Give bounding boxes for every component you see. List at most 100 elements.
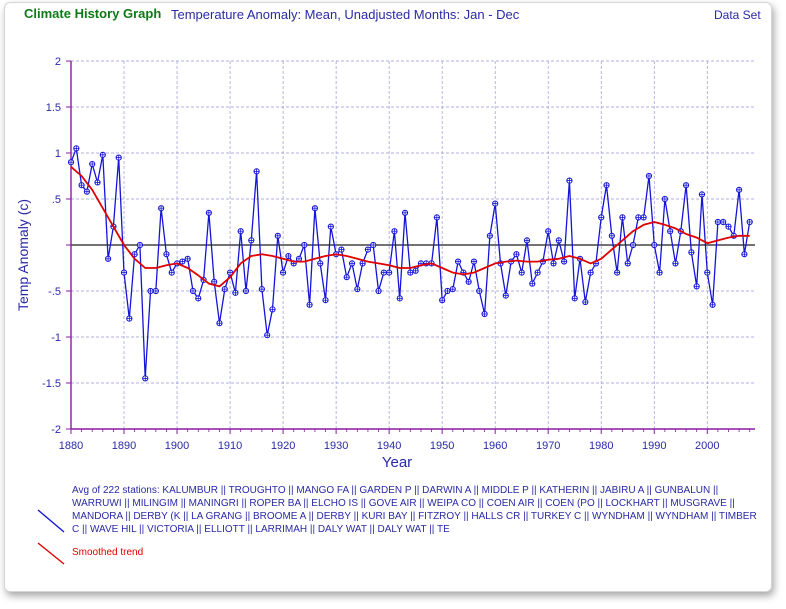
legend-box: Avg of 222 stations: KALUMBUR || TROUGHT… bbox=[16, 480, 770, 580]
legend-swatch-stations bbox=[37, 509, 65, 533]
x-tick-label: 1900 bbox=[165, 440, 189, 452]
x-tick-label: 1940 bbox=[377, 440, 401, 452]
data-point bbox=[449, 286, 456, 293]
data-point bbox=[688, 249, 695, 256]
data-point bbox=[545, 228, 552, 235]
data-point bbox=[264, 332, 271, 339]
data-point bbox=[433, 214, 440, 221]
data-point bbox=[370, 241, 377, 249]
grid-lines bbox=[71, 60, 755, 430]
data-point bbox=[354, 286, 361, 293]
data-point bbox=[295, 255, 303, 262]
data-point bbox=[709, 301, 716, 308]
x-tick-label: 1970 bbox=[536, 440, 560, 452]
data-point bbox=[693, 283, 700, 290]
data-point bbox=[168, 269, 175, 276]
y-tick-label: 2 bbox=[55, 56, 61, 68]
data-point bbox=[158, 205, 165, 212]
data-point bbox=[407, 269, 414, 276]
data-point bbox=[73, 145, 80, 152]
x-tick-label: 1960 bbox=[483, 440, 507, 452]
data-point bbox=[338, 246, 345, 253]
data-point bbox=[624, 260, 631, 267]
data-point bbox=[189, 287, 197, 295]
data-point bbox=[529, 280, 536, 287]
data-point bbox=[391, 228, 398, 235]
data-point bbox=[274, 232, 281, 239]
data-point bbox=[242, 287, 250, 295]
data-point bbox=[566, 177, 573, 184]
y-tick-label: -1.5 bbox=[42, 378, 61, 390]
x-axis-label: Year bbox=[382, 454, 412, 471]
data-point bbox=[99, 151, 106, 158]
data-point bbox=[656, 269, 663, 276]
data-point bbox=[502, 292, 509, 299]
data-point bbox=[237, 228, 244, 235]
data-point bbox=[645, 172, 653, 180]
data-point bbox=[279, 269, 287, 276]
data-point bbox=[147, 287, 154, 295]
data-point bbox=[211, 278, 218, 285]
legend-smoothed-label: Smoothed trend bbox=[72, 547, 144, 558]
data-point bbox=[89, 160, 96, 168]
data-point bbox=[550, 260, 557, 267]
data-point bbox=[523, 237, 531, 244]
data-point bbox=[735, 186, 743, 193]
data-point bbox=[142, 375, 149, 382]
data-point bbox=[343, 274, 350, 281]
data-point bbox=[465, 278, 472, 285]
data-point bbox=[269, 306, 276, 313]
data-set-link[interactable]: Data Set bbox=[714, 8, 761, 22]
axes bbox=[66, 60, 755, 434]
data-point bbox=[301, 241, 308, 249]
data-point bbox=[317, 260, 324, 267]
data-point bbox=[746, 218, 753, 226]
data-point bbox=[126, 315, 133, 322]
data-point bbox=[311, 205, 319, 212]
graph-window bbox=[4, 2, 772, 592]
data-point bbox=[306, 301, 313, 308]
data-point bbox=[232, 289, 239, 296]
data-point bbox=[67, 159, 75, 166]
data-point bbox=[396, 295, 403, 302]
data-point bbox=[704, 269, 711, 276]
legend-swatches bbox=[37, 509, 65, 565]
data-point bbox=[285, 252, 292, 260]
data-point bbox=[635, 214, 642, 221]
data-point bbox=[78, 182, 85, 189]
x-tick-label: 1920 bbox=[271, 440, 295, 452]
data-point bbox=[375, 287, 382, 295]
data-point bbox=[163, 251, 170, 258]
data-point bbox=[640, 214, 647, 221]
data-point bbox=[115, 154, 122, 161]
data-point bbox=[136, 241, 144, 249]
data-point bbox=[359, 260, 366, 267]
data-point bbox=[386, 269, 393, 276]
data-point bbox=[195, 295, 202, 302]
data-point bbox=[725, 223, 732, 230]
app-title: Climate History Graph bbox=[24, 6, 162, 21]
data-point bbox=[582, 298, 589, 306]
data-point bbox=[216, 320, 223, 327]
x-tick-label: 1950 bbox=[430, 440, 454, 452]
legend-swatch-trend bbox=[37, 542, 65, 565]
data-point bbox=[444, 287, 451, 295]
data-point bbox=[253, 168, 260, 175]
data-point bbox=[608, 232, 615, 239]
data-point bbox=[672, 260, 679, 267]
y-tick-label: 1.5 bbox=[46, 102, 61, 114]
data-point bbox=[518, 269, 525, 276]
x-tick-label: 2000 bbox=[695, 440, 719, 452]
data-point bbox=[221, 286, 228, 293]
y-tick-label: -1 bbox=[51, 332, 61, 344]
y-tick-label: -2 bbox=[51, 424, 61, 436]
data-point bbox=[603, 182, 610, 189]
data-point bbox=[348, 260, 356, 267]
data-point bbox=[486, 232, 493, 239]
data-point bbox=[682, 182, 690, 189]
data-point bbox=[105, 255, 112, 262]
data-point bbox=[720, 218, 727, 226]
data-point bbox=[555, 237, 562, 244]
